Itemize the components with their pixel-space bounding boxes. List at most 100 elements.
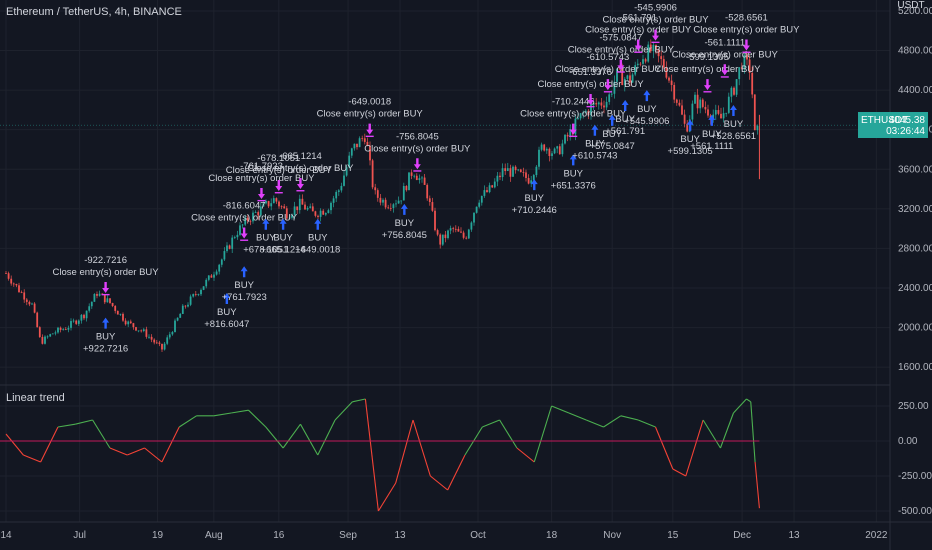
close-amount: -710.2446 [552,97,595,108]
candle-body [298,198,301,211]
candle-body [603,105,605,108]
candle-body [402,186,405,201]
candle-body [49,334,52,337]
indicator-segment [57,423,76,428]
candle-body [701,99,704,107]
indicator-segment [586,419,604,428]
candle-body [304,204,306,210]
indicator-segment [499,419,518,449]
candle-body [631,74,634,83]
candle-body [122,313,124,321]
candle-body [480,195,483,203]
candle-body [184,305,187,307]
currency-label: USDT [897,0,925,11]
candle-body [717,110,720,114]
indicator-segment [231,409,249,414]
candle-body [291,214,293,218]
indicator-title[interactable]: Linear trend [6,392,65,404]
candle-body [301,198,304,205]
candle-body [522,172,525,173]
close-arrow-icon [366,123,374,135]
candle-body [306,207,309,210]
candle-body [153,339,156,343]
candle-body [236,234,239,238]
candle-body [324,213,327,215]
candle-body [233,237,236,238]
buy-arrow-icon [643,90,651,102]
candle-body [150,336,153,340]
candle-body [704,106,707,110]
buy-amount: +756.8045 [382,230,427,241]
candle-body [725,112,728,114]
candle-body [527,178,530,184]
last-price-value: 4045.38 [888,115,925,126]
indicator-segment [334,401,353,421]
indicator-segment [127,447,145,456]
price-axis[interactable]: 1600.00 2000.00 2400.00 2800.00 3200.00 3600.… [898,6,932,373]
close-marker [296,190,305,192]
candle-body [696,94,699,109]
candle-body [345,167,348,176]
indicator-segment [161,426,180,463]
candle-body [116,310,119,315]
candle-body [655,44,657,50]
candle-body [215,271,218,275]
indicator-segment [654,426,674,470]
candle-body [46,336,49,338]
indicator-segment [395,419,414,484]
candle-body [20,292,23,293]
indicator-segment [317,419,336,456]
candle-body [218,264,221,272]
candle-body [543,144,546,151]
time-tick-label: Aug [205,530,223,541]
indicator-segment [637,419,656,428]
candle-body [51,333,54,335]
candle-body [350,148,353,156]
buy-amount: +678.1051 [243,245,288,256]
candle-body [392,204,395,209]
candle-body [322,210,325,215]
candle-body [582,112,585,114]
candle-body [753,94,756,131]
candle-body [449,228,452,231]
candle-body [587,110,590,116]
candle-body [548,148,551,156]
price-tick-label: 3200.00 [898,204,932,215]
candle-body [103,294,106,303]
candle-body [605,101,608,108]
candle-body [330,202,332,211]
indicator-segment [23,454,41,463]
candle-body [83,314,85,319]
candle-body [722,113,725,119]
close-amount: -545.9906 [634,3,677,14]
candle-body [119,313,122,315]
candle-body [519,169,522,173]
buy-arrow-icon [569,154,577,166]
buy-label: BUY [702,129,722,140]
buy-arrow-icon [708,114,716,126]
candle-body [405,186,408,191]
candle-body [616,68,618,82]
candle-body [418,178,421,181]
candle-body [675,99,678,103]
candle-body [226,245,228,252]
close-marker [616,71,625,73]
candle-body [486,190,488,193]
close-label: Close entry(s) order BUY [602,15,709,26]
buy-label: BUY [256,233,276,244]
candle-body [610,93,613,95]
candle-body [629,75,631,83]
candle-body [317,215,319,217]
time-tick-label: Oct [470,530,486,541]
candle-body [551,153,553,156]
price-tick-label: 2800.00 [898,243,932,254]
indicator-segment [702,419,721,449]
close-amount: -575.0847 [599,32,642,43]
indicator-segment [672,468,687,477]
time-axis[interactable]: 14Jul19Aug16Sep13Oct18Nov15Dec13202217Fe [0,530,932,541]
close-label: Close entry(s) order BUY [247,163,354,174]
candle-body [179,313,182,318]
indicator-segment [364,398,379,512]
indicator-axis[interactable]: 250.00 0.00 -250.00 -500.00 [898,401,932,517]
